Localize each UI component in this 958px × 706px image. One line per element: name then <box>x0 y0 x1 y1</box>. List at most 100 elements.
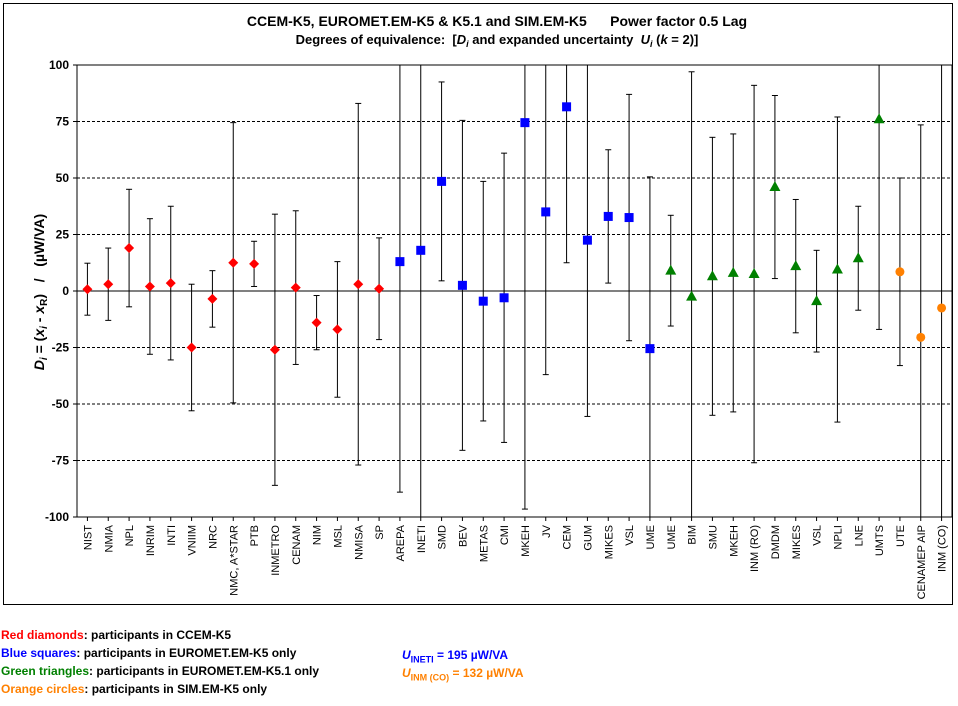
triangle-marker <box>706 270 718 281</box>
ylabel-sep: / <box>31 267 47 294</box>
note-u-ineti: UINETI = 195 µW/VA <box>402 648 508 664</box>
square-marker <box>582 235 592 245</box>
square-marker <box>624 213 634 223</box>
x-tick-label: INM (CO) <box>937 525 949 572</box>
ylabel-close: ) <box>31 294 47 299</box>
data-markers <box>82 102 947 355</box>
diamond-marker <box>124 243 135 254</box>
x-tick-label: LNE <box>853 525 865 546</box>
diamond-marker <box>269 344 280 355</box>
legend-orange-text: : participants in SIM.EM-K5 only <box>84 682 268 696</box>
diamond-marker <box>186 342 197 353</box>
x-tick-label: NIM <box>312 525 324 545</box>
y-tick-label: 25 <box>56 228 70 242</box>
x-tick-label: SMD <box>437 525 449 550</box>
legend-red-key: Red diamonds <box>1 628 84 642</box>
triangle-marker <box>831 263 843 274</box>
legend-red: Red diamonds: participants in CCEM-K5 <box>1 628 231 642</box>
x-tick-label: AREPA <box>395 524 407 561</box>
legend-red-text: : participants in CCEM-K5 <box>83 628 232 642</box>
diamond-marker <box>103 279 114 290</box>
x-tick-label: MKEH <box>728 525 740 557</box>
diamond-marker <box>228 257 239 268</box>
note-inm-sub: INM (CO) <box>410 672 450 683</box>
square-marker <box>395 257 405 267</box>
circle-marker <box>916 332 926 342</box>
diamond-marker <box>332 324 343 335</box>
y-tick-label: 0 <box>62 284 69 298</box>
subtitle-u: U <box>641 32 651 47</box>
ylabel-x2: x <box>31 305 47 315</box>
y-tick-label: -75 <box>52 454 70 468</box>
square-marker <box>437 176 447 186</box>
legend-green: Green triangles: participants in EUROMET… <box>1 664 319 678</box>
y-tick-label: 75 <box>56 115 70 129</box>
note-ineti-text: = 195 µW/VA <box>433 648 509 662</box>
subtitle-k: k <box>660 32 668 47</box>
legend-blue-text: : participants in EUROMET.EM-K5 only <box>76 646 297 660</box>
y-tick-label: -50 <box>52 397 70 411</box>
ylabel-unit: (µW/VA) <box>31 214 47 267</box>
x-tick-label: UMTS <box>874 525 886 556</box>
ylabel-x2-sub: R <box>39 298 50 306</box>
legend-orange-key: Orange circles <box>1 682 85 696</box>
subtitle-prefix: Degrees of equivalence: [ <box>296 32 458 47</box>
diamond-marker <box>290 282 301 293</box>
x-tick-label: NIST <box>82 525 94 550</box>
x-tick-label: NMISA <box>353 524 365 560</box>
x-tick-label: INETI <box>416 525 428 553</box>
triangle-marker <box>769 181 781 192</box>
x-tick-label: INM (RO) <box>749 525 761 572</box>
y-tick-label: -100 <box>45 510 69 524</box>
chart-subtitle: Degrees of equivalence: [Di and expanded… <box>296 32 699 49</box>
note-ineti-sym: U <box>402 648 411 662</box>
diamond-marker <box>144 281 155 292</box>
x-tick-label: SMU <box>707 525 719 550</box>
note-ineti-sub: INETI <box>410 654 434 665</box>
x-tick-label: BIM <box>687 525 699 545</box>
ylabel-d: D <box>31 360 47 370</box>
diamond-marker <box>82 284 93 295</box>
gridlines <box>77 121 952 461</box>
ylabel-eq: = ( <box>31 336 47 357</box>
square-marker <box>603 211 613 221</box>
x-tick-label: INTI <box>166 525 178 546</box>
x-tick-label: VNIIM <box>187 525 199 556</box>
legend-blue: Blue squares: participants in EUROMET.EM… <box>1 646 296 660</box>
diamond-marker <box>311 317 322 328</box>
legend-green-text: : participants in EUROMET.EM-K5.1 only <box>89 664 320 678</box>
note-inm-text: = 132 µW/VA <box>449 666 524 680</box>
ylabel-x1: x <box>31 328 47 338</box>
square-marker <box>645 344 655 354</box>
diamond-marker <box>165 278 176 289</box>
triangle-marker <box>686 290 698 301</box>
x-tick-label: MIKES <box>603 525 615 559</box>
subtitle-d: D <box>457 32 467 47</box>
x-tick-label: CENAM <box>291 525 303 565</box>
x-tick-label: NRC <box>207 525 219 549</box>
chart-title: CCEM-K5, EUROMET.EM-K5 & K5.1 and SIM.EM… <box>247 13 747 29</box>
triangle-marker <box>790 260 802 271</box>
x-tick-label: VSL <box>624 525 636 546</box>
x-tick-label: MIKES <box>791 525 803 559</box>
x-tick-label: GUM <box>582 525 594 551</box>
x-tick-label: INMETRO <box>270 525 282 576</box>
x-tick-label: CEM <box>562 525 574 549</box>
note-u-inm: UINM (CO) = 132 µW/VA <box>402 666 524 682</box>
ylabel-d-sub: i <box>39 357 50 360</box>
diamond-marker <box>374 283 385 294</box>
square-marker <box>416 245 426 255</box>
subtitle-d-sub: i <box>466 39 469 49</box>
circle-marker <box>895 267 905 277</box>
y-tick-labels: 100 75 50 25 0 -25 -50 -75 -100 <box>45 58 77 524</box>
triangle-marker <box>727 266 739 277</box>
x-tick-label: CENAMEP AIP <box>916 525 928 599</box>
subtitle-k-rest: = 2)] <box>668 32 699 47</box>
legend-green-key: Green triangles <box>1 664 90 678</box>
x-tick-label: JV <box>541 524 553 538</box>
x-tick-label: NMC, A*STAR <box>228 525 240 596</box>
circle-marker <box>937 303 947 313</box>
x-tick-label: UME <box>645 525 657 549</box>
subtitle-u-sub: i <box>650 39 653 49</box>
chart-svg: 100 75 50 25 0 -25 -50 -75 -100 NIST NMIA NPL INRIM… <box>31 13 953 599</box>
